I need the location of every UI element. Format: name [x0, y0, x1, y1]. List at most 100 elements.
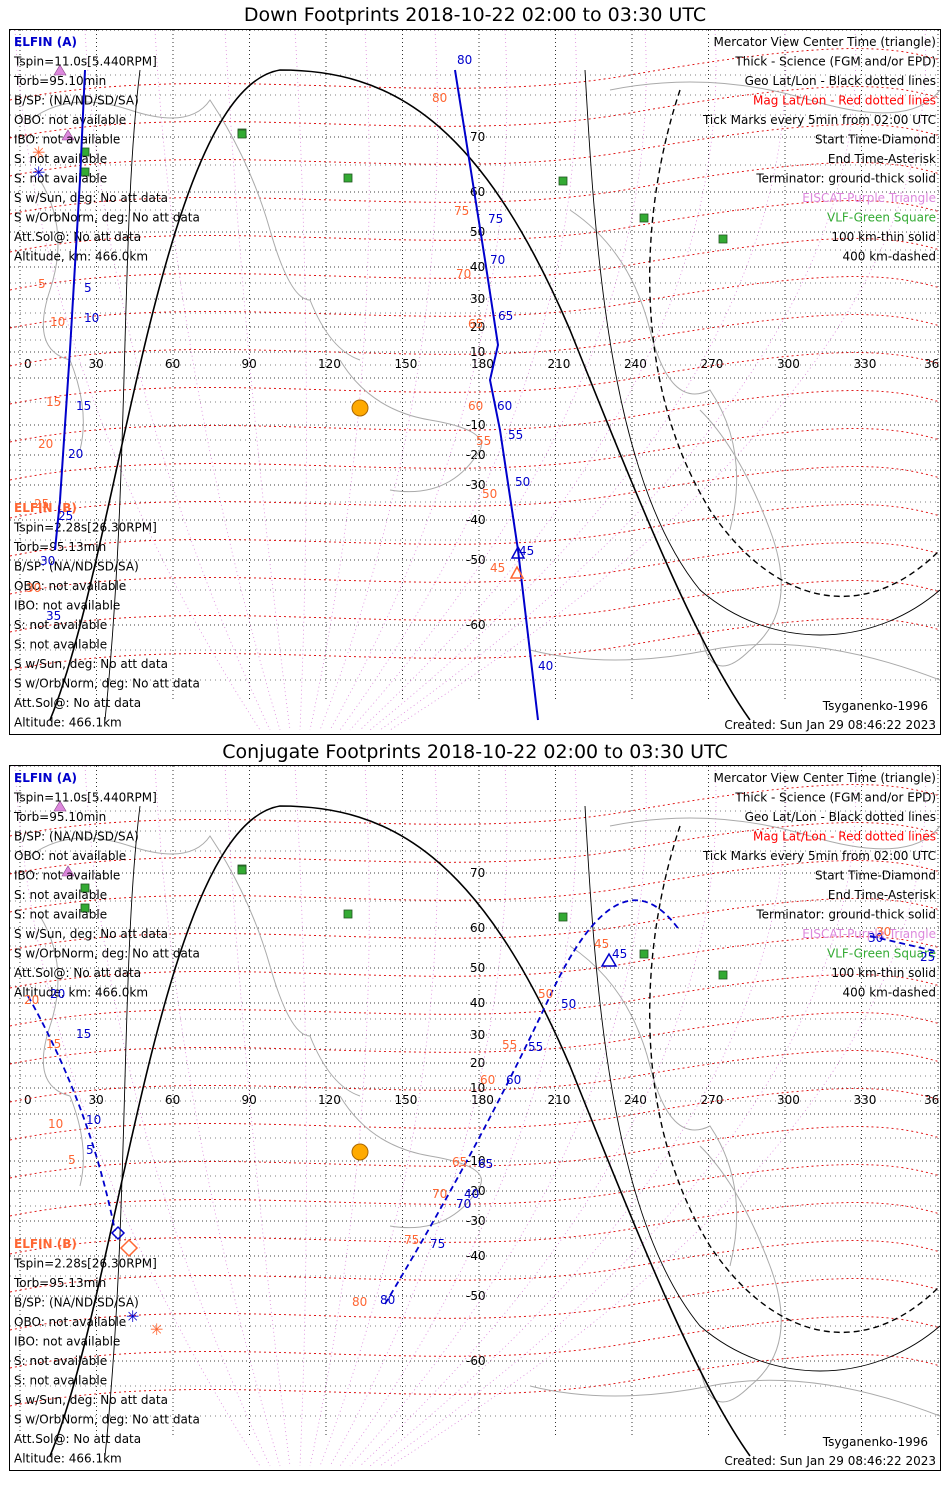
elfin-b-tick-label: 30	[876, 925, 891, 939]
lon-tick-label: 180	[471, 1093, 494, 1107]
elfin-a-tick-label: 35	[46, 609, 61, 623]
elfin-a-info-line: S: not available	[14, 908, 107, 922]
elfin-a-info-line: IBO: not available	[14, 869, 120, 883]
lon-tick-label: 240	[624, 357, 647, 371]
elfin-a-info-line: Att.Sol@: No att data	[14, 966, 141, 980]
elfin-b-tick-label: 60	[468, 399, 483, 413]
lon-tick-label: 120	[318, 1093, 341, 1107]
mag-lat-curve	[10, 822, 940, 875]
elfin-a-tick-label: 65	[498, 309, 513, 323]
legend-line: Mercator View Center Time (triangle)	[714, 771, 936, 785]
elfin-a-tick-label: 15	[76, 1027, 91, 1041]
mag-lat-curve	[10, 314, 940, 367]
elfin-a-end-asterisk-icon: ✳	[126, 1307, 139, 1326]
terminator-ground-line	[49, 69, 751, 721]
elfin-b-info-line: IBO: not available	[14, 599, 120, 613]
elfin-b-tick-label: 10	[50, 315, 65, 329]
lat-tick-label: 20	[470, 320, 485, 334]
elfin-b-info-line: OBO: not available	[14, 1315, 126, 1329]
elfin-b-tick-label: 60	[480, 1073, 495, 1087]
mag-lat-curve	[10, 1202, 940, 1255]
footprint-map-conjugate: 0 30 60 90 120 150 180 210 240 270 300 330 360 70 60 50…	[10, 766, 940, 1468]
mag-lon-curve	[359, 30, 717, 731]
elfin-b-info-line: B/SP: (NA/ND/SD/SA)	[14, 1296, 139, 1310]
elfin-b-info-line: Att.Sol@: No att data	[14, 1432, 141, 1446]
elfin-a-tick-label: 15	[76, 399, 91, 413]
elfin-a-info-line: S w/OrbNorm, deg: No att data	[14, 211, 200, 225]
elfin-b-end-asterisk-icon: ✳	[32, 143, 45, 162]
elfin-a-tick-label: 50	[515, 475, 530, 489]
elfin-a-info-line: S w/OrbNorm, deg: No att data	[14, 947, 200, 961]
vlf-station-icon	[639, 213, 649, 223]
coastline	[609, 817, 940, 850]
mag-lat-curve	[10, 48, 940, 101]
mag-lon-curve	[294, 30, 307, 731]
elfin-b-info-line: Att.Sol@: No att data	[14, 696, 141, 710]
mag-lon-curve	[14, 30, 261, 731]
legend-line: EISCAT-Purple Triangle	[802, 191, 936, 205]
lon-tick-label: 30	[89, 357, 104, 371]
elfin-a-tick-label: 80	[457, 53, 472, 67]
elfin-b-end-asterisk-icon: ✳	[150, 1320, 163, 1339]
legend-line: Tick Marks every 5min from 02:00 UTC	[702, 849, 936, 863]
elfin-a-tick-label: 10	[86, 1113, 101, 1127]
eiscat-station-icon	[53, 800, 67, 812]
elfin-a-info-line: S: not available	[14, 888, 107, 902]
elfin-a-tick-label: 30	[868, 931, 883, 945]
elfin-a-info-line: Torb=95.10min	[13, 810, 106, 824]
mag-lat-curve	[10, 898, 940, 951]
elfin-a-tick-label: 70	[456, 1197, 471, 1211]
lat-tick-label: 30	[470, 292, 485, 306]
elfin-a-info-line: Tspin=11.0s[5.440RPM]	[13, 791, 157, 805]
elfin-a-track-east	[454, 69, 539, 721]
lon-tick-label: 60	[165, 357, 180, 371]
lat-tick-label: -50	[466, 553, 486, 567]
terminator-100km-line	[104, 69, 141, 721]
sun-icon	[351, 399, 369, 417]
elfin-a-tick-label: 25	[58, 509, 73, 523]
elfin-b-tick-label: 70	[432, 1187, 447, 1201]
mag-lat-curve	[10, 974, 940, 1027]
elfin-a-tick-label: 60	[497, 399, 512, 413]
elfin-b-tick-label: 50	[538, 987, 553, 1001]
coastline	[29, 835, 361, 1097]
legend-line: Terminator: ground-thick solid	[755, 908, 936, 922]
elfin-b-info-line: S: not available	[14, 1374, 107, 1388]
elfin-b-tick-label: 75	[454, 204, 469, 218]
lon-tick-label: 330	[854, 1093, 877, 1107]
elfin-b-info-line: Torb=95.13min	[13, 1276, 106, 1290]
legend-line: 100 km-thin solid	[831, 966, 936, 980]
lon-tick-label: 90	[242, 1093, 257, 1107]
elfin-b-info-line: ELFIN (B)	[14, 501, 77, 515]
elfin-b-info-line: S w/OrbNorm, deg: No att data	[14, 677, 200, 691]
lon-tick-label: 360	[924, 357, 940, 371]
mag-lat-curve	[10, 466, 940, 519]
elfin-a-tick-label: 75	[430, 1237, 445, 1251]
coastline	[569, 209, 738, 531]
elfin-b-info-line: Altitude: 466.1km	[14, 1452, 122, 1466]
mag-lat-curve	[10, 1012, 940, 1065]
mag-lat-curve	[10, 1240, 940, 1293]
coastline	[699, 409, 782, 667]
elfin-a-tick-label: 45	[612, 947, 627, 961]
lat-tick-label: -10	[466, 1154, 486, 1168]
elfin-b-center-triangle-icon	[509, 565, 525, 579]
elfin-b-info-line: OBO: not available	[14, 579, 126, 593]
elfin-a-track-far-east	[869, 935, 936, 952]
vlf-station-icon	[558, 176, 568, 186]
elfin-b-tick-label: 70	[456, 267, 471, 281]
eiscat-station-icon	[53, 64, 67, 76]
mag-lon-curve	[369, 30, 787, 731]
legend-line: Mag Lat/Lon - Red dotted lines	[753, 830, 936, 844]
mag-lon-curve	[339, 766, 577, 1467]
elfin-b-tick-label: 50	[482, 487, 497, 501]
lat-tick-label: -60	[466, 1354, 486, 1368]
elfin-a-track-east	[384, 899, 681, 1305]
lat-tick-label: 40	[470, 260, 485, 274]
terminator-100km-line	[104, 805, 141, 1457]
lon-tick-label: 360	[924, 1093, 940, 1107]
mag-lat-curve	[10, 618, 940, 671]
elfin-b-info-line: Tspin=2.28s[26.30RPM]	[13, 1257, 157, 1271]
terminator-400km-line	[648, 89, 940, 598]
vlf-station-icon	[343, 173, 353, 183]
